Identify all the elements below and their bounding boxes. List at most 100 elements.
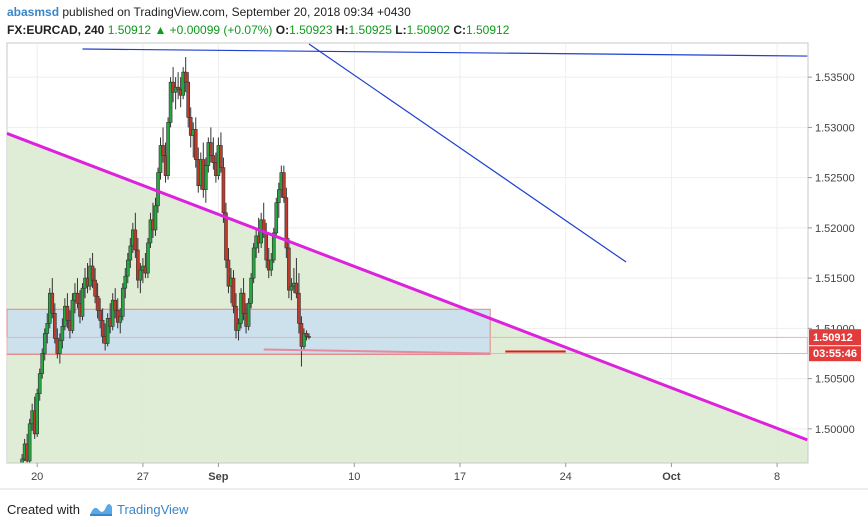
candle-body xyxy=(234,305,238,331)
candle-body xyxy=(60,326,65,341)
candle-body xyxy=(153,205,158,231)
candle-body xyxy=(90,265,95,281)
price-chart[interactable]: 1.535001.530001.525001.520001.515001.510… xyxy=(0,40,868,492)
candle-body xyxy=(123,275,128,289)
up-arrow-icon: ▲ xyxy=(154,23,167,37)
candle-body xyxy=(156,172,160,207)
y-tick-label: 1.52500 xyxy=(815,173,855,185)
candle-body xyxy=(193,129,198,160)
candle-body xyxy=(181,71,185,96)
candle-body xyxy=(188,117,193,136)
candle-body xyxy=(105,318,110,344)
candle-body xyxy=(269,259,274,271)
candle-body xyxy=(271,232,276,261)
level-band xyxy=(6,336,808,354)
candle-body xyxy=(264,232,269,261)
candle-body xyxy=(148,219,153,244)
candle-body xyxy=(276,189,281,204)
author-link[interactable]: abasmsd xyxy=(7,5,60,19)
candle-body xyxy=(307,336,311,338)
candle-body xyxy=(138,269,143,281)
publish-line: abasmsd published on TradingView.com, Se… xyxy=(7,5,411,19)
candle-body xyxy=(168,81,173,123)
symbol-label: FX:EURCAD, 240 xyxy=(7,23,105,37)
candle-body xyxy=(93,279,97,297)
high-label: H: xyxy=(335,23,349,37)
y-tick-label: 1.50500 xyxy=(815,374,855,386)
candle-body xyxy=(58,340,62,354)
symbol-line: FX:EURCAD, 240 1.50912 ▲ +0.00099 (+0.07… xyxy=(7,23,509,37)
candle-body xyxy=(45,323,50,334)
candle-body xyxy=(65,305,70,321)
candle-body xyxy=(166,122,170,176)
candle-body xyxy=(120,287,125,317)
candle-body xyxy=(251,247,256,279)
candle-body xyxy=(287,247,291,291)
price-tag-label: 1.50912 xyxy=(813,332,853,344)
candle-body xyxy=(219,145,223,168)
candle-body xyxy=(50,292,55,314)
countdown-label: 03:55:46 xyxy=(813,348,857,360)
candle-body xyxy=(246,302,251,327)
candle-body xyxy=(226,259,231,287)
x-tick-label: 24 xyxy=(560,471,572,483)
blue-downtrend-line xyxy=(308,43,627,263)
candle-body xyxy=(136,249,140,281)
magenta-support-line xyxy=(6,132,808,442)
candle-body xyxy=(118,316,123,323)
footer: Created with TradingView xyxy=(0,492,868,527)
candle-body xyxy=(113,299,118,311)
candle-body xyxy=(249,277,253,304)
x-tick-label: 17 xyxy=(454,471,466,483)
price-tag xyxy=(809,329,861,346)
y-tick-label: 1.51500 xyxy=(815,273,855,285)
price-change: +0.00099 (+0.07%) xyxy=(169,23,273,37)
candle-body xyxy=(35,393,40,435)
candle-body xyxy=(80,287,85,317)
last-price: 1.50912 xyxy=(107,23,152,37)
candle-body xyxy=(53,312,57,339)
countdown-tag xyxy=(809,346,861,362)
candle-body xyxy=(128,245,133,261)
candle-body xyxy=(284,197,289,249)
candle-body xyxy=(40,353,45,374)
candle-body xyxy=(110,299,115,327)
pink-line xyxy=(263,348,491,355)
open-value: 1.50923 xyxy=(289,23,333,37)
x-tick-label: 27 xyxy=(137,471,149,483)
candle-body xyxy=(75,292,80,304)
x-tick-label: 10 xyxy=(348,471,360,483)
candle-body xyxy=(289,285,294,291)
candle-body xyxy=(297,292,301,324)
y-tick-label: 1.50000 xyxy=(815,424,855,436)
close-value: 1.50912 xyxy=(465,23,510,37)
candle-body xyxy=(304,333,309,337)
candle-body xyxy=(70,299,75,331)
candle-body xyxy=(37,373,42,394)
x-tick-label: Oct xyxy=(662,471,681,483)
x-tick-label: 8 xyxy=(774,471,780,483)
candle-body xyxy=(211,155,216,163)
candle-body xyxy=(236,323,241,331)
low-label: L: xyxy=(395,23,407,37)
high-value: 1.50925 xyxy=(348,23,392,37)
candle-body xyxy=(176,86,180,90)
candle-body xyxy=(133,229,138,251)
candle-body xyxy=(146,242,150,274)
candle-body xyxy=(282,172,286,199)
candle-body xyxy=(294,282,299,294)
candle-body xyxy=(173,86,178,93)
candle-body xyxy=(161,145,165,156)
candle-body xyxy=(224,212,228,261)
candle-body xyxy=(100,320,105,337)
tradingview-link[interactable]: TradingView xyxy=(117,502,189,517)
candle-body xyxy=(27,423,32,462)
created-with-text: Created with xyxy=(7,502,80,517)
blue-upper-line xyxy=(82,48,808,57)
y-tick-label: 1.53500 xyxy=(815,72,855,84)
y-tick-label: 1.52000 xyxy=(815,223,855,235)
candle-body xyxy=(158,145,163,173)
tradingview-logo-icon[interactable] xyxy=(88,501,114,519)
published-text: published on TradingView.com, September … xyxy=(62,5,411,19)
candle-body xyxy=(231,277,236,307)
